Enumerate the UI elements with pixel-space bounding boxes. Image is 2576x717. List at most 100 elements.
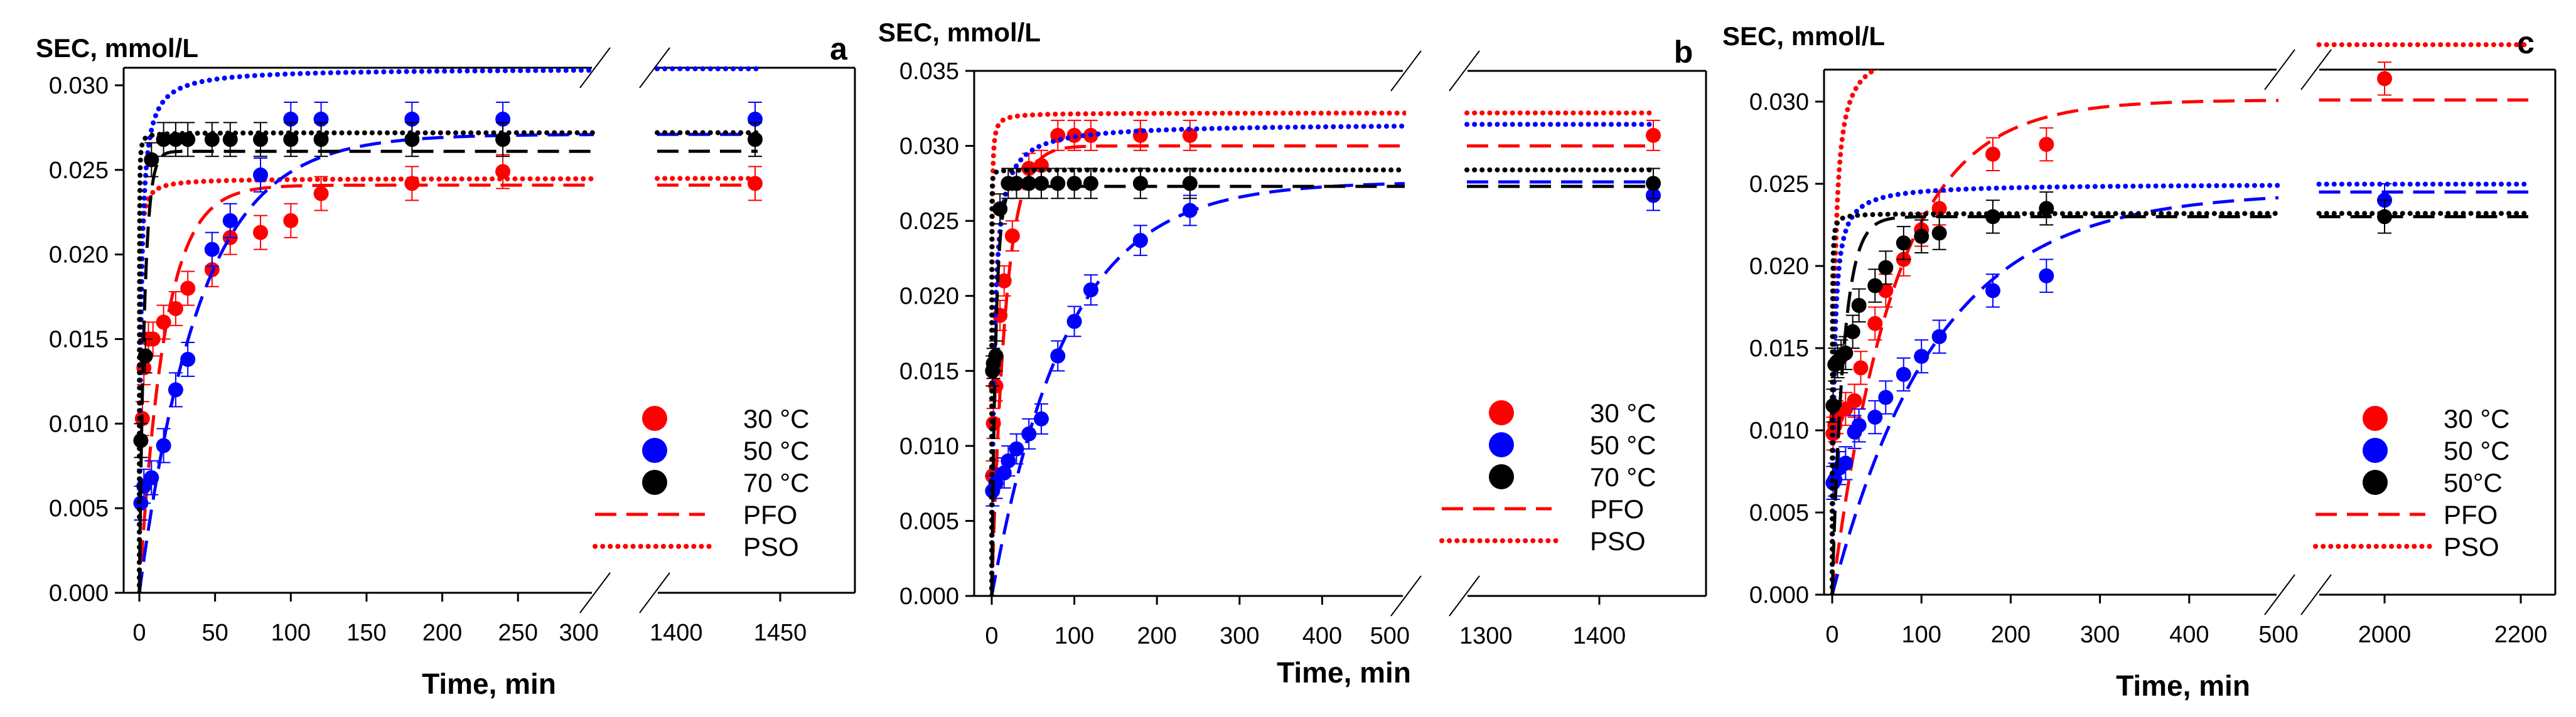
data-point [1050,176,1066,191]
y-tick-label: 0.020 [899,284,959,310]
x-tick-label: 1400 [1573,623,1626,649]
legend-marker [2363,438,2388,463]
series-50C [1825,181,2531,595]
axis-break-mark [579,47,611,88]
y-tick-label: 0.030 [899,134,959,160]
legend-marker [2363,470,2388,495]
y-tick-label: 0.025 [49,157,109,184]
x-tick-label: 400 [2169,622,2209,648]
pso-fit-curve [1830,211,2280,595]
data-point [253,167,269,183]
data-point [204,242,220,257]
y-tick-label: 0.010 [899,433,959,460]
y-tick-label: 0.015 [899,358,959,385]
data-point [168,300,183,316]
x-tick-label: 300 [2080,622,2120,648]
legend-label: 30 °C [743,404,810,433]
data-point [988,348,1004,364]
data-point [2377,209,2392,225]
panel-c: 0.000 0.005 0.010 0.015 0.020 0.025 0.030 0 100 2… [1722,21,2557,702]
data-point [1182,203,1198,218]
y-tick-label: 0.015 [1749,336,1809,362]
x-tick-label: 250 [498,620,538,646]
axis-break-mark [1390,50,1422,92]
legend-marker [1489,400,1514,425]
data-point [144,152,159,167]
pso-fit-curve [1830,70,1881,595]
data-point [2039,268,2054,284]
data-point [404,132,420,147]
data-point [1033,176,1049,191]
data-point [253,225,269,240]
data-point [1646,176,1661,191]
x-tick-label: 100 [1901,622,1941,648]
legend-label: PFO [2444,500,2498,529]
data-point [1066,176,1082,191]
data-point [1851,297,1867,313]
legend-label: PSO [1590,526,1646,556]
legend-label: 50 °C [2444,436,2510,465]
data-point [180,280,196,296]
data-point [145,331,161,347]
data-point [283,213,299,228]
legend-label: PFO [743,500,797,529]
y-axis-title: SEC, mmol/L [36,33,198,63]
data-point [404,176,420,191]
data-point [992,201,1008,217]
data-point [748,132,763,147]
pso-fit-curve [137,130,595,593]
panel-label: c [2517,25,2535,60]
data-point [1845,324,1860,339]
data-point [1182,127,1198,143]
pfo-fit-curve [137,149,594,593]
data-point [1878,390,1894,405]
x-tick-label: 100 [1055,623,1094,649]
y-tick-label: 0.005 [1749,500,1809,526]
x-tick-label: 0 [985,623,998,649]
y-tick-label: 0.030 [49,73,109,99]
axis-break-mark [1449,575,1480,617]
data-point [133,433,149,449]
data-point [1853,360,1869,376]
legend-marker [2363,406,2388,431]
data-point [2039,201,2054,216]
x-axis-title: Time, min [422,667,556,700]
y-axis-title: SEC, mmol/L [878,18,1041,47]
x-axis-title: Time, min [1277,656,1411,689]
legend-label: PSO [743,532,799,561]
data-point [1896,366,1911,382]
data-point [144,470,159,486]
x-tick-label: 0 [1825,622,1838,648]
y-tick-label: 0.020 [49,242,109,268]
y-tick-label: 0.005 [899,508,959,534]
x-tick-label: 2200 [2494,622,2548,648]
data-point [180,351,196,367]
data-point [180,132,196,147]
y-tick-label: 0.025 [899,208,959,235]
data-point [156,438,171,454]
y-tick-label: 0.025 [1749,171,1809,198]
data-point [1646,127,1661,143]
y-tick-label: 0.030 [1749,89,1809,115]
data-point [1878,260,1894,275]
data-point [1825,398,1841,413]
legend-label: 70 °C [1590,462,1656,492]
pso-fit-curve [989,124,1406,596]
x-tick-label: 500 [2258,622,2298,648]
panel-a: 0.000 0.005 0.010 0.015 0.020 0.025 0.030 0 50 10… [36,31,856,700]
pso-fit-curve [989,110,1406,596]
pso-fit-curve [137,68,595,593]
pfo-fit-curve [990,144,1405,596]
y-tick-label: 0.000 [1749,582,1809,608]
x-tick-label: 1450 [754,620,807,646]
series-30C [134,154,763,593]
y-tick-label: 0.035 [899,58,959,85]
legend-label: 70 °C [743,468,810,497]
axis-break-mark [2264,574,2295,615]
pso-fit-curve [989,167,1406,596]
x-tick-label: 1400 [650,620,703,646]
axis-break-mark [2264,49,2295,90]
